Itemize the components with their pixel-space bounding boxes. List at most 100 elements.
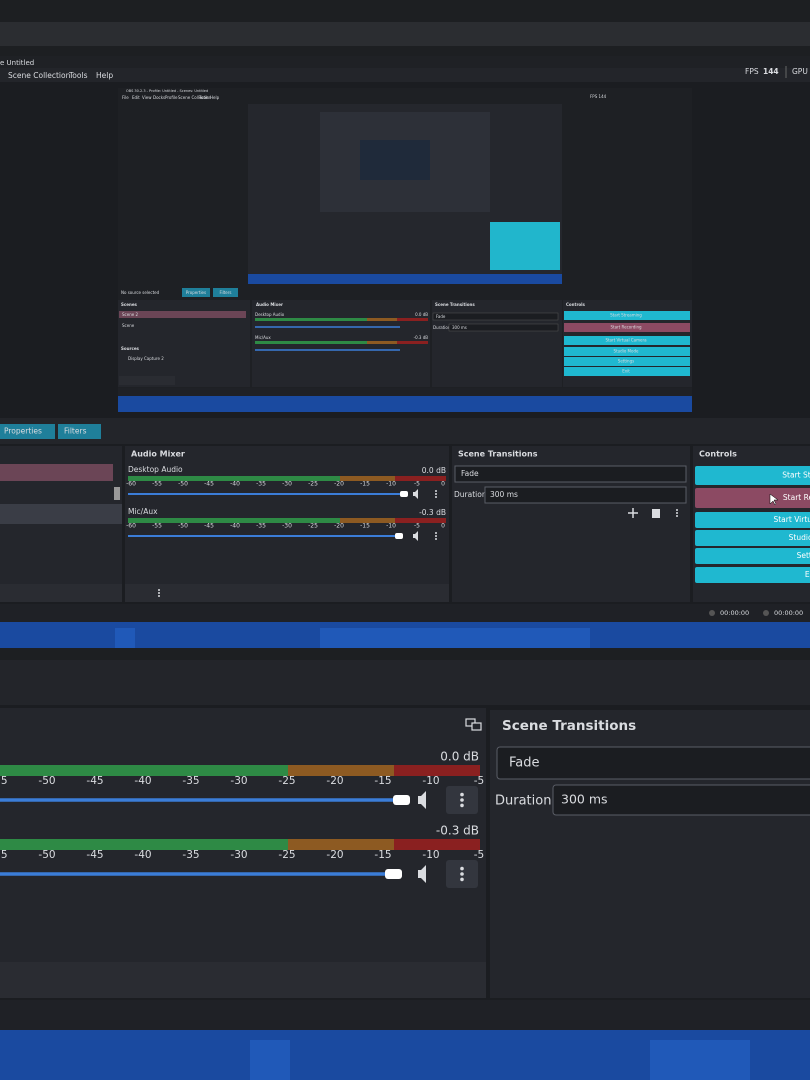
scene-selected bbox=[0, 464, 113, 481]
channel-level: 0.0 dB bbox=[440, 750, 479, 764]
nested-control-label: Exit bbox=[622, 369, 630, 374]
meter-orange bbox=[288, 839, 394, 850]
audio-toolbar bbox=[125, 584, 449, 602]
control-button[interactable] bbox=[695, 548, 810, 564]
separator bbox=[0, 648, 810, 660]
gpu-label: GPU bbox=[792, 67, 808, 76]
nested-control-label: Settings bbox=[618, 359, 634, 364]
duration-box[interactable] bbox=[552, 784, 810, 816]
slider-knob[interactable] bbox=[400, 491, 408, 497]
transition-select[interactable] bbox=[454, 465, 687, 483]
meter-scale: -45 bbox=[204, 523, 214, 530]
nested-dock-title: Scenes bbox=[121, 302, 138, 307]
meter-scale: -5 bbox=[474, 775, 484, 787]
nested-meter-green bbox=[255, 341, 367, 344]
scrollbar bbox=[114, 487, 120, 500]
nested-properties-label: Properties bbox=[186, 290, 206, 295]
channel-menu bbox=[460, 866, 464, 871]
meter-scale: -20 bbox=[334, 481, 344, 488]
mute-button[interactable] bbox=[418, 791, 426, 809]
control-button[interactable] bbox=[695, 567, 810, 583]
control-label: Start Virtual Camera bbox=[773, 515, 810, 524]
add-button[interactable] bbox=[628, 508, 638, 518]
nested-dock-title: Sources bbox=[121, 346, 140, 351]
nested-toolbar bbox=[119, 376, 175, 385]
toolbar-large bbox=[0, 660, 810, 705]
channel-menu bbox=[460, 792, 464, 797]
stream-time: 00:00:00 bbox=[720, 609, 749, 617]
slider-knob[interactable] bbox=[393, 795, 410, 805]
meter-scale: -25 bbox=[278, 775, 295, 787]
duration-value: 300 ms bbox=[561, 792, 608, 807]
meter-scale: -30 bbox=[282, 523, 292, 530]
mute-button[interactable] bbox=[413, 531, 418, 541]
remove-button[interactable] bbox=[652, 509, 660, 518]
nested-preview-strip bbox=[248, 274, 562, 284]
meter-scale: -15 bbox=[374, 849, 391, 861]
filters-button[interactable] bbox=[58, 424, 101, 439]
control-button[interactable] bbox=[695, 466, 810, 485]
nested-scene: Scene 2 bbox=[122, 312, 138, 317]
control-label: Studio Mode bbox=[789, 533, 810, 542]
meter-red bbox=[394, 765, 480, 776]
properties-label: Properties bbox=[4, 427, 42, 436]
meter-scale: 0 bbox=[441, 523, 445, 530]
nested-transition: Fade bbox=[436, 314, 446, 319]
filters-label: Filters bbox=[64, 427, 87, 436]
audio-mixer-large bbox=[0, 708, 486, 998]
transition-select[interactable] bbox=[496, 746, 810, 780]
nested-scene: Scene bbox=[122, 323, 135, 328]
nested-duration-box bbox=[448, 323, 559, 332]
meter-scale: -55 bbox=[152, 523, 162, 530]
mute-button[interactable] bbox=[413, 489, 418, 499]
meter-scale: -35 bbox=[182, 775, 199, 787]
meter-scale: -45 bbox=[204, 481, 214, 488]
channel-menu bbox=[460, 803, 464, 808]
meter-scale: -20 bbox=[326, 775, 343, 787]
nested-menu-item: Profile bbox=[165, 95, 178, 100]
mute-button[interactable] bbox=[418, 865, 426, 883]
nested-menu-item: Scene Collection bbox=[178, 95, 212, 100]
control-button[interactable] bbox=[695, 488, 810, 508]
transition-name: Fade bbox=[509, 756, 540, 771]
meter-scale: -60 bbox=[126, 481, 136, 488]
audio-menu bbox=[158, 592, 160, 594]
menu-item: Help bbox=[96, 71, 113, 80]
title-strip bbox=[0, 22, 810, 46]
meter-scale: -5 bbox=[474, 849, 484, 861]
transition-name: Fade bbox=[461, 469, 479, 478]
nested-dock-title: Controls bbox=[566, 302, 586, 307]
stream-dot bbox=[709, 610, 715, 616]
channel-menu bbox=[435, 490, 437, 492]
meter-scale: -50 bbox=[178, 481, 188, 488]
dock-title: Scene Transitions bbox=[502, 718, 636, 734]
menu-item: Scene Collection bbox=[8, 71, 71, 80]
nested-control-button bbox=[564, 367, 690, 376]
properties-button[interactable] bbox=[0, 424, 55, 439]
meter-scale: -50 bbox=[178, 523, 188, 530]
nested-duration: 300 ms bbox=[452, 325, 467, 330]
slider-knob[interactable] bbox=[385, 869, 402, 879]
slider-knob[interactable] bbox=[395, 533, 403, 539]
source-toolbar bbox=[0, 418, 810, 444]
meter-scale: -15 bbox=[374, 775, 391, 787]
transition-menu bbox=[676, 515, 678, 517]
meter-scale: -50 bbox=[38, 775, 55, 787]
control-button[interactable] bbox=[695, 530, 810, 546]
nested-meter-red bbox=[397, 341, 428, 344]
meter-scale: -30 bbox=[230, 849, 247, 861]
audio-toolbar-large bbox=[0, 962, 486, 998]
duration-box[interactable] bbox=[484, 486, 687, 504]
meter-orange bbox=[288, 765, 394, 776]
strip-block bbox=[250, 1040, 290, 1080]
channel-menu bbox=[460, 877, 464, 882]
nested-control-button bbox=[564, 336, 690, 345]
meter-scale: -40 bbox=[230, 481, 240, 488]
float-icon[interactable] bbox=[471, 722, 482, 731]
control-button[interactable] bbox=[695, 512, 810, 528]
channel-level: -0.3 dB bbox=[419, 508, 446, 517]
nested-control-label: Studio Mode bbox=[614, 349, 639, 354]
nested-title: OBS 30.2.3 - Profile: Untitled - Scenes:… bbox=[126, 89, 208, 93]
